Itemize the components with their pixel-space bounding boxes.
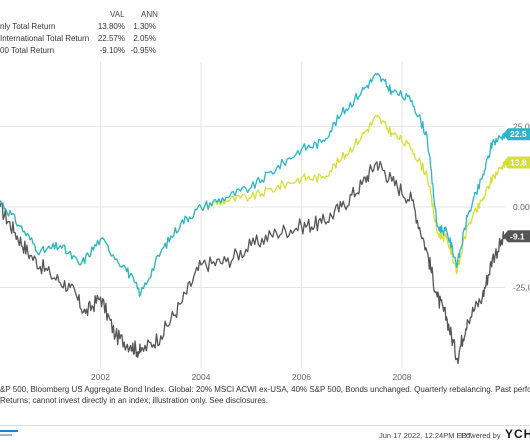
legend-series-ann: -0.95%: [130, 46, 156, 55]
legend-series-name: 00 Total Return: [0, 46, 55, 55]
footnote-line: &P 500, Bloomberg US Aggregate Bond Inde…: [0, 385, 530, 394]
end-value-pointer: [503, 230, 508, 243]
legend-row[interactable]: International Total Return 22.57% 2.05%: [0, 33, 200, 45]
y-tick-label: 25.00%: [513, 121, 530, 131]
x-tick-label: 2006: [292, 372, 311, 382]
wealth-logo-icon: [0, 430, 18, 436]
axis-ticks: 2002 2004 2006 2008 25.00% 0.00% -25.0: [91, 121, 530, 382]
legend-series-val: -9.10%: [99, 46, 125, 55]
legend-row[interactable]: 00 Total Return -9.10% -0.95%: [0, 45, 200, 57]
end-value-label: 22.5: [510, 129, 527, 139]
legend-row[interactable]: nly Total Return 13.80% 1.30%: [0, 21, 200, 33]
end-labels: 22.5 13.8 -9.1: [503, 128, 530, 243]
series-line-global[interactable]: [0, 72, 506, 297]
footnote-line: Returns; cannot invest directly in an in…: [0, 396, 268, 405]
x-tick-label: 2004: [192, 372, 211, 382]
legend-series-ann: 2.05%: [133, 34, 156, 43]
end-value-flag: [508, 128, 530, 141]
legend-series-val: 22.57%: [97, 34, 125, 43]
end-value-flag: [508, 156, 530, 169]
end-value-pointer: [503, 156, 508, 169]
footnote: &P 500, Bloomberg US Aggregate Bond Inde…: [0, 384, 530, 406]
legend-series-ann: 1.30%: [133, 22, 156, 31]
end-value-label: -9.1: [510, 231, 525, 241]
powered-by: Powered by: [461, 431, 501, 440]
x-tick-label: 2002: [91, 372, 110, 382]
y-tick-label: -25.0: [513, 282, 530, 292]
grid-lines: [0, 62, 505, 368]
brand-logo[interactable]: YCH: [505, 427, 530, 441]
timestamp: Jun 17 2022, 12:24PM EDT.: [379, 431, 473, 440]
legend-series-name: International Total Return: [0, 34, 90, 43]
series-lines: [0, 72, 506, 365]
series-line-sp500[interactable]: [0, 160, 506, 365]
end-value-label: 13.8: [510, 157, 527, 167]
y-tick-label: 0.00%: [513, 202, 530, 212]
legend-header-val: VAL: [110, 10, 125, 19]
x-tick-label: 2008: [393, 372, 412, 382]
end-value-pointer: [503, 128, 508, 141]
legend-series-val: 13.80%: [97, 22, 125, 31]
legend-header-ann: ANN: [141, 10, 158, 19]
end-value-flag: [508, 230, 530, 243]
footer: Jun 17 2022, 12:24PM EDT. Powered by YCH: [0, 425, 530, 443]
legend-series-name: nly Total Return: [0, 22, 56, 31]
